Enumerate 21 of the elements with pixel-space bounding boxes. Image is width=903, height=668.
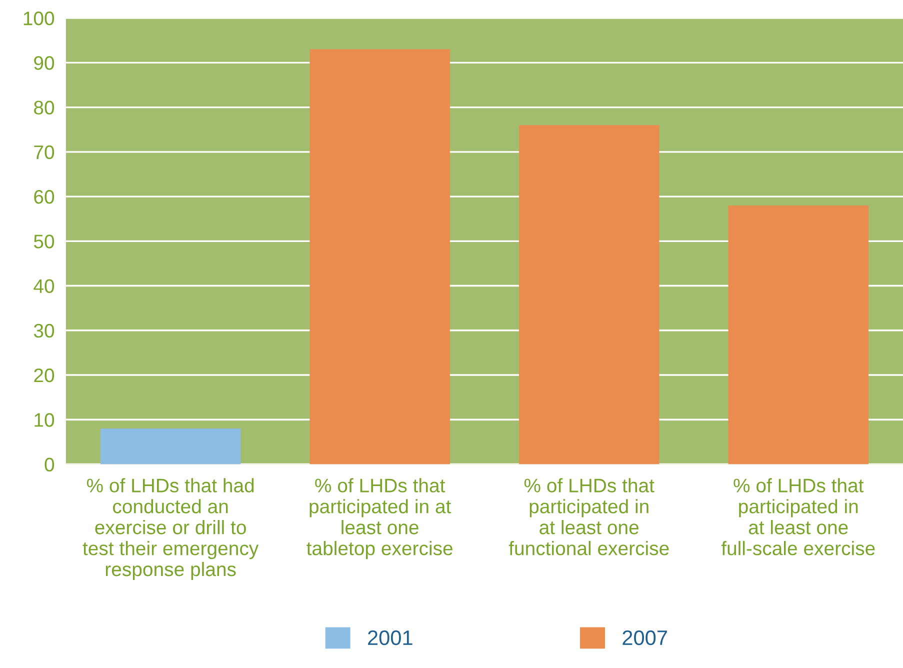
y-tick-label: 80 [34, 100, 54, 115]
x-tick-label: % of LHDs that had conducted an exercise or drill to test their emergency response plans [82, 478, 259, 580]
y-tick-label: 0 [44, 458, 54, 472]
x-tick-label: % of LHDs that participated in at least one full-scale exercise [721, 478, 875, 556]
y-tick-label: 100 [24, 12, 54, 26]
bar [100, 428, 241, 464]
y-tick-label: 10 [34, 413, 54, 427]
x-tick-label: % of LHDs that participated in at least one functional exercise [508, 478, 669, 556]
legend-label: 2001 [368, 630, 412, 646]
bar [310, 49, 450, 464]
bar [518, 125, 660, 464]
y-tick-label: 30 [34, 324, 54, 338]
bar [728, 205, 868, 464]
y-tick-label: 20 [34, 368, 54, 382]
y-tick-label: 50 [34, 234, 54, 248]
y-tick-label: 90 [34, 56, 54, 70]
legend-label: 2007 [622, 630, 667, 646]
x-tick-label: % of LHDs that participated in at least one tabletop exercise [306, 478, 452, 560]
y-tick-label: 60 [34, 190, 54, 204]
y-tick-label: 70 [34, 145, 54, 160]
y-tick-label: 40 [34, 279, 54, 294]
